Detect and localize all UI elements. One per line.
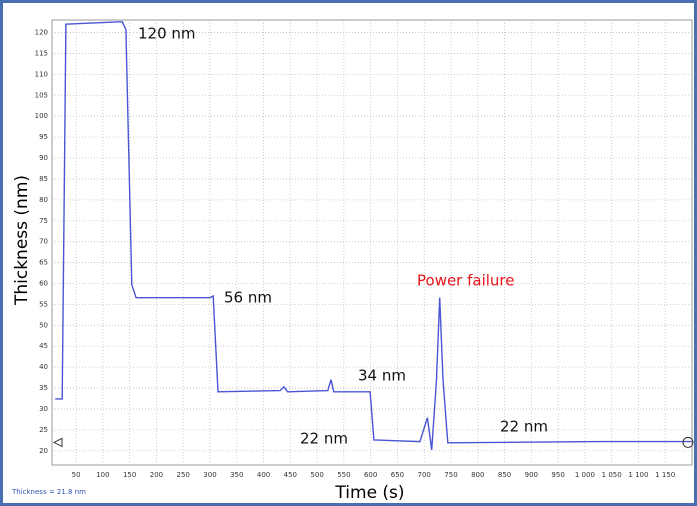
- x-tick-label: 400: [257, 471, 270, 479]
- x-tick-label: 750: [444, 471, 457, 479]
- y-axis-label: Thickness (nm): [12, 175, 32, 306]
- x-tick-label: 550: [337, 471, 350, 479]
- x-tick-label: 950: [551, 471, 564, 479]
- y-tick-label: 65: [39, 259, 48, 267]
- x-tick-label: 650: [391, 471, 404, 479]
- x-tick-label: 600: [364, 471, 377, 479]
- y-tick-label: 50: [39, 321, 48, 329]
- y-tick-label: 25: [39, 426, 48, 434]
- x-tick-label: 1 100: [628, 471, 648, 479]
- y-tick-label: 75: [39, 217, 48, 225]
- x-tick-label: 350: [230, 471, 243, 479]
- x-tick-label: 1 050: [602, 471, 622, 479]
- y-tick-label: 40: [39, 363, 48, 371]
- x-axis-label: Time (s): [334, 483, 404, 503]
- y-tick-label: 30: [39, 405, 48, 413]
- plot-area: [51, 19, 693, 466]
- x-tick-label: 850: [498, 471, 511, 479]
- x-tick-label: 450: [284, 471, 297, 479]
- x-tick-label: 100: [96, 471, 109, 479]
- y-tick-label: 90: [39, 154, 48, 162]
- y-tick-label: 55: [39, 300, 48, 308]
- annotation: 120 nm: [138, 25, 196, 43]
- x-tick-label: 150: [123, 471, 136, 479]
- y-tick-label: 95: [39, 133, 48, 141]
- x-tick-label: 250: [177, 471, 190, 479]
- y-tick-label: 105: [35, 91, 48, 99]
- annotation: Power failure: [417, 272, 515, 290]
- annotation: 56 nm: [224, 289, 272, 307]
- x-tick-label: 300: [203, 471, 216, 479]
- x-tick-label: 200: [150, 471, 163, 479]
- cursor-marker: [52, 437, 63, 448]
- annotation: 22 nm: [500, 418, 548, 436]
- x-tick-label: 800: [471, 471, 484, 479]
- y-tick-label: 100: [35, 112, 48, 120]
- y-tick-label: 85: [39, 175, 48, 183]
- x-tick-label: 500: [310, 471, 323, 479]
- y-tick-label: 120: [35, 29, 48, 37]
- y-tick-label: 115: [35, 49, 48, 57]
- annotation: 22 nm: [300, 430, 348, 448]
- x-tick-label: 700: [418, 471, 431, 479]
- cursor-marker: [682, 436, 694, 448]
- x-tick-label: 1 000: [575, 471, 595, 479]
- y-tick-label: 60: [39, 279, 48, 287]
- x-tick-label: 50: [72, 471, 81, 479]
- x-tick-label: 900: [525, 471, 538, 479]
- y-tick-label: 80: [39, 196, 48, 204]
- y-tick-label: 20: [39, 447, 48, 455]
- annotation: 34 nm: [358, 367, 406, 385]
- y-tick-label: 70: [39, 238, 48, 246]
- y-tick-label: 110: [35, 70, 48, 78]
- plot-background: [51, 19, 693, 466]
- x-tick-label: 1 150: [655, 471, 675, 479]
- y-tick-label: 45: [39, 342, 48, 350]
- y-tick-label: 35: [39, 384, 48, 392]
- status-text: Thickness = 21.8 nm: [11, 488, 86, 496]
- data-line: [55, 20, 692, 450]
